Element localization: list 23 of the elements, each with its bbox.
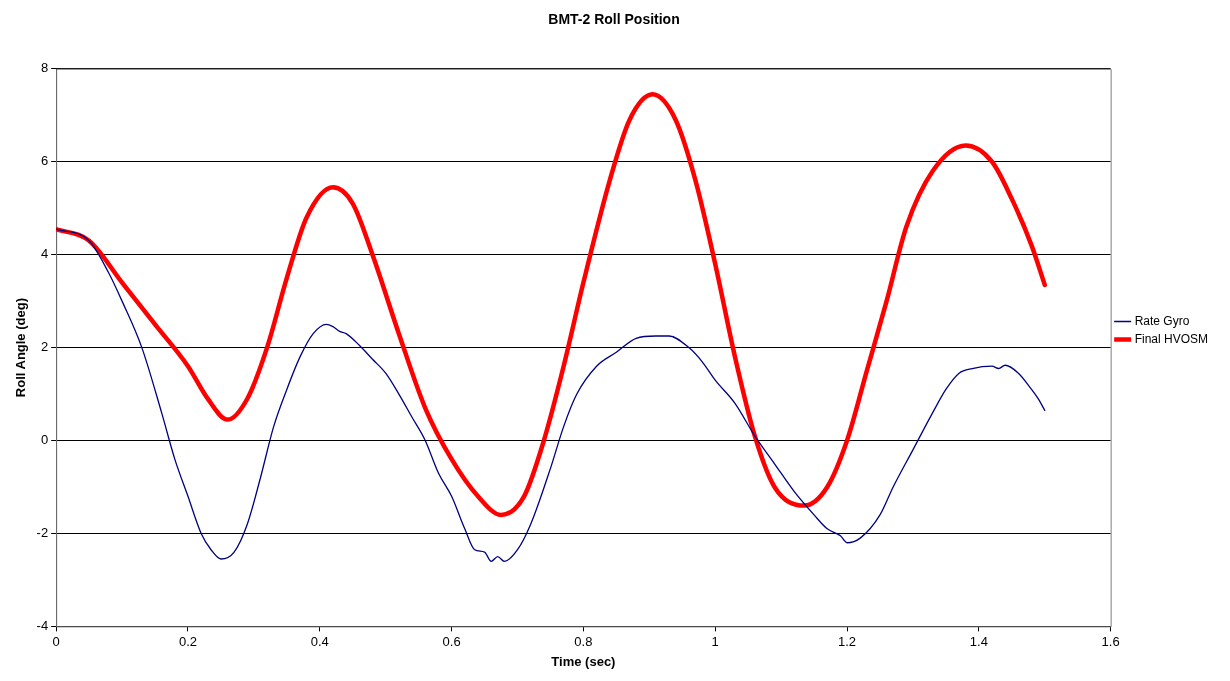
y-tick-label: 8 (40, 60, 49, 76)
x-tick-label: 0.2 (178, 633, 198, 649)
x-tick-label: 1.6 (1101, 633, 1120, 649)
x-tick-label: 0.4 (310, 633, 329, 649)
chart-title: BMT-2 Roll Position (548, 11, 680, 28)
y-tick-label: 0 (40, 432, 49, 448)
y-tick-label: -4 (36, 617, 49, 633)
x-tick-label: 1.4 (969, 633, 988, 649)
x-tick-label: 0.6 (442, 633, 461, 649)
y-axis-title: Roll Angle (deg) (13, 298, 29, 398)
line-series (56, 228, 1046, 562)
legend-label: Final HVOSM (1134, 331, 1209, 346)
legend-label: Rate Gyro (1134, 313, 1190, 328)
y-tick-label: 6 (40, 153, 49, 169)
x-tick-label: 0 (52, 633, 60, 649)
y-tick-label: 2 (40, 339, 49, 355)
line-series (56, 92, 1047, 518)
x-tick-label: 0.8 (574, 633, 593, 649)
y-tick-label: 4 (40, 246, 49, 262)
y-tick-label: -2 (36, 525, 49, 541)
x-axis-title: Time (sec) (551, 654, 616, 670)
x-tick-label: 1.2 (837, 633, 857, 649)
x-tick-label: 1 (711, 633, 719, 649)
